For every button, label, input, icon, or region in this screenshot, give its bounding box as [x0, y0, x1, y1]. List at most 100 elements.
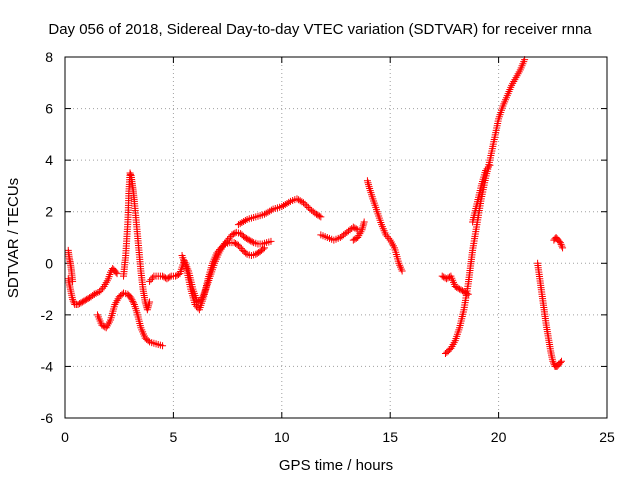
data-point: [259, 245, 267, 253]
data-point: [349, 236, 357, 244]
data-point: [146, 298, 154, 306]
data-point: [237, 245, 245, 253]
data-segment: [90, 264, 121, 298]
data-point: [193, 302, 201, 310]
data-point: [443, 275, 451, 283]
x-tick-label: 10: [274, 429, 290, 445]
data-point: [456, 285, 464, 293]
data-point: [363, 177, 371, 185]
data-point: [461, 289, 469, 297]
data-point: [559, 244, 567, 252]
data-point: [159, 272, 167, 280]
data-point: [556, 239, 564, 247]
data-point: [130, 299, 138, 307]
data-point: [127, 170, 135, 178]
data-point: [267, 206, 275, 214]
data-point: [143, 306, 151, 314]
data-point: [172, 272, 180, 280]
data-segment: [64, 246, 77, 285]
data-point: [159, 342, 167, 350]
data-point: [557, 357, 565, 365]
chart-title: Day 056 of 2018, Sidereal Day-to-day VTE…: [48, 21, 592, 38]
data-point: [173, 271, 181, 279]
data-point: [214, 247, 222, 255]
x-tick-label: 15: [382, 429, 398, 445]
plot-frame: [64, 56, 608, 419]
data-point: [252, 250, 260, 258]
data-point: [317, 213, 325, 221]
data-point: [164, 274, 172, 282]
data-point: [78, 298, 86, 306]
data-point: [128, 296, 136, 304]
data-point: [314, 211, 322, 219]
y-axis-label: SDTVAR / TECUs: [5, 178, 22, 298]
data-point: [242, 234, 250, 242]
data-point: [244, 235, 252, 243]
data-point: [457, 286, 465, 294]
data-point: [352, 225, 360, 233]
data-segment: [363, 177, 406, 275]
y-tick-label: -4: [41, 358, 54, 374]
data-point: [213, 249, 221, 257]
data-point: [301, 200, 309, 208]
data-point: [148, 274, 156, 282]
y-tick-label: 6: [45, 101, 53, 117]
data-point: [364, 179, 372, 187]
y-tick-label: -6: [41, 410, 54, 426]
data-point: [83, 295, 91, 303]
data-point: [69, 277, 77, 285]
data-point: [220, 241, 228, 249]
data-point: [556, 359, 564, 367]
x-tick-label: 5: [170, 429, 178, 445]
data-point: [191, 301, 199, 309]
data-segment: [178, 239, 268, 314]
data-point: [296, 197, 304, 205]
data-segment: [349, 218, 368, 244]
data-point: [241, 216, 249, 224]
data-point: [555, 237, 563, 245]
data-segment: [94, 289, 167, 350]
y-tick-label: 0: [45, 255, 53, 271]
data-point: [74, 301, 82, 309]
data-segment: [234, 195, 325, 229]
data-point: [242, 249, 250, 257]
data-point: [558, 242, 566, 250]
data-point: [146, 277, 154, 285]
data-point: [69, 297, 77, 305]
data-point: [241, 234, 249, 241]
data-point: [253, 249, 261, 257]
data-point: [247, 237, 255, 245]
data-point: [225, 234, 233, 242]
data-point: [267, 237, 275, 245]
data-point: [482, 166, 490, 174]
data-point: [454, 284, 462, 292]
data-point: [81, 296, 89, 304]
data-point: [312, 210, 320, 218]
data-point: [80, 297, 88, 305]
data-point: [163, 275, 171, 283]
data-point: [248, 238, 256, 246]
data-point: [234, 241, 242, 249]
data-point: [549, 357, 557, 365]
data-point: [230, 239, 238, 247]
data-point: [365, 183, 373, 191]
data-point: [365, 181, 373, 189]
data-point: [285, 198, 293, 206]
data-point: [385, 234, 393, 242]
data-point: [303, 202, 311, 210]
data-point: [77, 299, 85, 307]
data-point: [75, 300, 83, 308]
data-point: [299, 199, 307, 207]
x-tick-label: 0: [61, 429, 69, 445]
data-segment: [469, 161, 494, 226]
x-axis-label: GPS time / hours: [279, 457, 393, 474]
data-point: [383, 233, 391, 241]
data-point: [232, 240, 240, 248]
data-point: [557, 240, 565, 248]
data-segment: [64, 275, 98, 309]
y-tick-label: 2: [45, 204, 53, 220]
data-point: [360, 218, 368, 226]
data-point: [166, 273, 174, 281]
data-point: [97, 286, 105, 294]
